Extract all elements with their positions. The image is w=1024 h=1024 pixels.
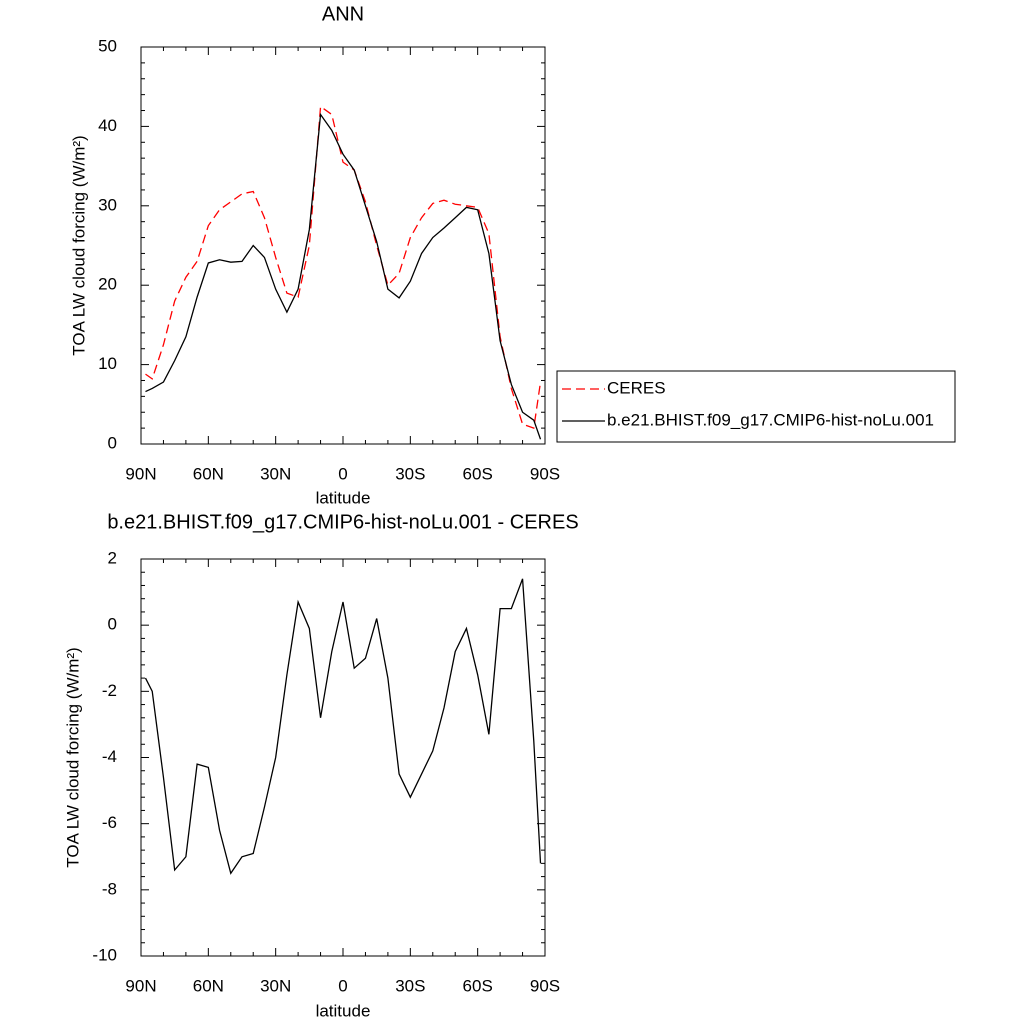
y-axis-label: TOA LW cloud forcing (W/m²) <box>69 135 88 355</box>
y-tick-label: -4 <box>102 747 117 766</box>
y-tick-label: 40 <box>98 116 117 135</box>
y-axis-label: TOA LW cloud forcing (W/m²) <box>63 647 82 867</box>
x-tick-label: 60N <box>193 464 224 483</box>
x-tick-label: 60S <box>463 464 493 483</box>
y-tick-label: 10 <box>98 354 117 373</box>
y-tick-label: -2 <box>102 681 117 700</box>
x-tick-label: 30N <box>260 464 291 483</box>
x-tick-label: 0 <box>338 976 347 995</box>
x-tick-label: 90N <box>125 976 156 995</box>
data-line <box>145 112 542 440</box>
y-tick-label: -8 <box>102 879 117 898</box>
y-tick-label: 50 <box>98 36 117 55</box>
x-axis-label: latitude <box>316 488 371 507</box>
x-axis-label: latitude <box>316 1001 371 1020</box>
plot-frame <box>140 558 546 957</box>
y-tick-label: -10 <box>92 945 117 964</box>
chart-title: b.e21.BHIST.f09_g17.CMIP6-hist-noLu.001 … <box>107 511 578 533</box>
legend-label: b.e21.BHIST.f09_g17.CMIP6-hist-noLu.001 <box>607 410 934 429</box>
y-tick-label: 20 <box>98 275 117 294</box>
x-tick-label: 90S <box>530 976 560 995</box>
y-tick-label: 0 <box>108 433 117 452</box>
y-tick-label: 30 <box>98 195 117 214</box>
x-tick-label: 90S <box>530 464 560 483</box>
x-tick-label: 60S <box>463 976 493 995</box>
x-tick-label: 30S <box>395 976 425 995</box>
chart-title: ANN <box>322 3 364 25</box>
x-tick-label: 90N <box>125 464 156 483</box>
data-line <box>145 105 542 429</box>
data-line <box>144 578 542 875</box>
legend-label: CERES <box>607 378 666 397</box>
x-tick-label: 30N <box>260 976 291 995</box>
x-tick-label: 0 <box>338 464 347 483</box>
x-tick-label: 60N <box>193 976 224 995</box>
legend-box <box>556 370 956 443</box>
plot-frame <box>140 46 546 445</box>
y-tick-label: 0 <box>108 615 117 634</box>
y-tick-label: 2 <box>108 548 117 567</box>
y-tick-label: -6 <box>102 813 117 832</box>
x-tick-label: 30S <box>395 464 425 483</box>
